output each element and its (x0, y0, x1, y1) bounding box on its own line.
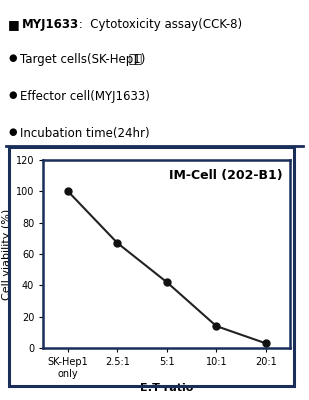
Text: ■: ■ (8, 18, 20, 31)
Y-axis label: Cell viability (%): Cell viability (%) (2, 208, 11, 300)
Text: Target cells(SK-Hep1): Target cells(SK-Hep1) (20, 53, 153, 66)
Text: Incubation time(24hr): Incubation time(24hr) (20, 127, 150, 140)
Text: :  Cytotoxicity assay(CCK-8): : Cytotoxicity assay(CCK-8) (75, 18, 242, 31)
Text: Effector cell(MYJ1633): Effector cell(MYJ1633) (20, 90, 150, 103)
Text: 간암: 간암 (128, 53, 142, 66)
Text: IM-Cell (202-B1): IM-Cell (202-B1) (169, 170, 283, 182)
Text: MYJ1633: MYJ1633 (22, 18, 79, 31)
Text: ●: ● (8, 90, 16, 100)
Text: ●: ● (8, 53, 16, 63)
X-axis label: E:T ratio: E:T ratio (140, 383, 193, 393)
Text: ●: ● (8, 127, 16, 137)
